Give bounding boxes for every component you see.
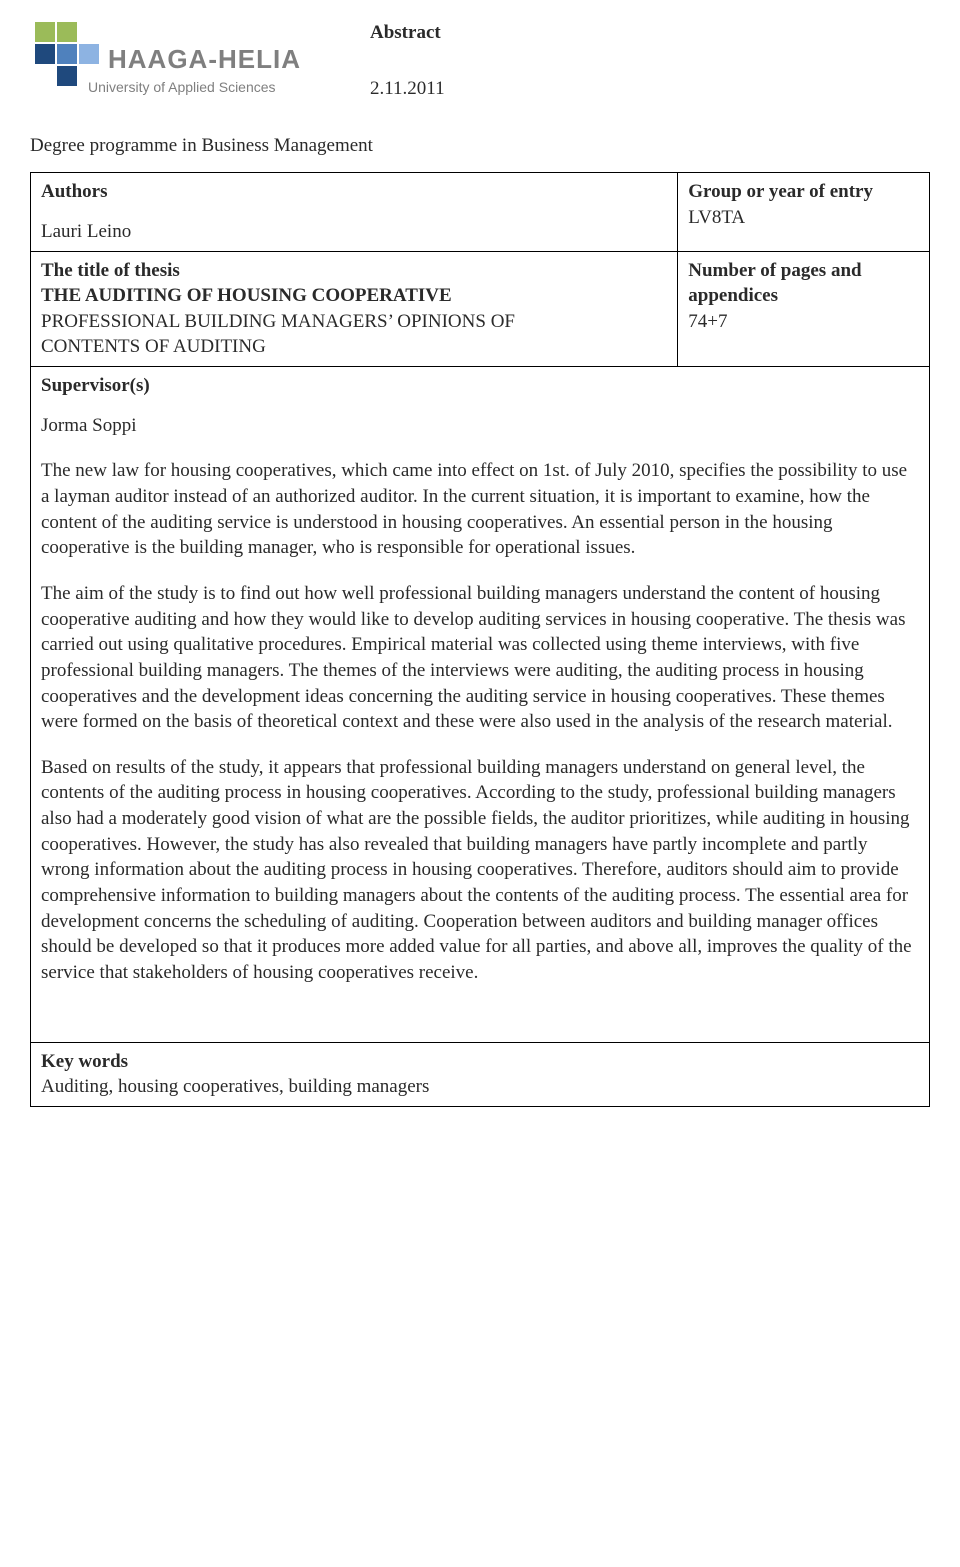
- pages-label: Number of pages and appendices: [688, 258, 919, 309]
- pages-cell: Number of pages and appendices 74+7: [678, 251, 930, 367]
- supervisor-value: Jorma Soppi: [41, 413, 919, 439]
- degree-programme: Degree programme in Business Management: [30, 133, 930, 159]
- title-sub1: PROFESSIONAL BUILDING MANAGERS’ OPINIONS…: [41, 309, 667, 335]
- logo-sub-text: University of Applied Sciences: [88, 79, 276, 95]
- abstract-body: The new law for housing cooperatives, wh…: [41, 458, 919, 985]
- supervisor-label: Supervisor(s): [41, 373, 919, 399]
- abstract-paragraph-1: The new law for housing cooperatives, wh…: [41, 458, 919, 561]
- pages-value: 74+7: [688, 309, 919, 335]
- title-label: The title of thesis: [41, 258, 667, 284]
- group-label: Group or year of entry: [688, 179, 919, 205]
- logo: HAAGA-HELIA University of Applied Scienc…: [30, 20, 310, 118]
- header-right: Abstract 2.11.2011: [370, 20, 445, 118]
- authors-cell: Authors Lauri Leino: [31, 173, 678, 251]
- group-value: LV8TA: [688, 205, 919, 231]
- metadata-table: Authors Lauri Leino Group or year of ent…: [30, 172, 930, 1107]
- abstract-paragraph-3: Based on results of the study, it appear…: [41, 755, 919, 986]
- keywords-cell: Key words Auditing, housing cooperatives…: [31, 1042, 930, 1106]
- keywords-label: Key words: [41, 1049, 919, 1075]
- authors-value: Lauri Leino: [41, 219, 667, 245]
- authors-label: Authors: [41, 179, 667, 205]
- title-cell: The title of thesis THE AUDITING OF HOUS…: [31, 251, 678, 367]
- abstract-date: 2.11.2011: [370, 76, 445, 102]
- group-cell: Group or year of entry LV8TA: [678, 173, 930, 251]
- keywords-value: Auditing, housing cooperatives, building…: [41, 1074, 919, 1100]
- title-sub2: CONTENTS OF AUDITING: [41, 334, 667, 360]
- supervisor-cell: Supervisor(s) Jorma Soppi The new law fo…: [31, 367, 930, 1042]
- title-value: THE AUDITING OF HOUSING COOPERATIVE: [41, 283, 667, 309]
- haaga-helia-logo: HAAGA-HELIA University of Applied Scienc…: [30, 20, 310, 110]
- logo-main-text: HAAGA-HELIA: [108, 44, 301, 74]
- document-header: HAAGA-HELIA University of Applied Scienc…: [30, 20, 930, 118]
- abstract-label: Abstract: [370, 20, 445, 46]
- abstract-paragraph-2: The aim of the study is to find out how …: [41, 581, 919, 735]
